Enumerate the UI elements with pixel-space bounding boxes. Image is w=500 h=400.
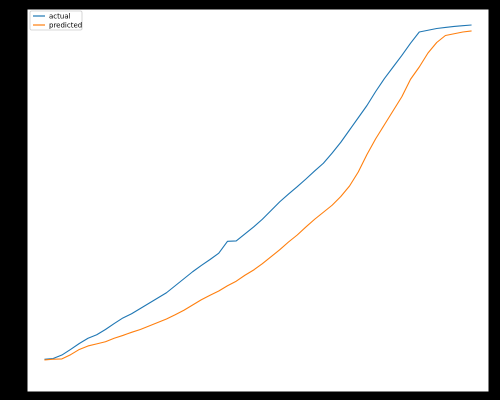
legend: actual predicted [29,10,83,31]
series-layer [44,24,472,361]
plot-area [26,8,490,393]
legend-label-actual: actual [49,13,71,21]
series-line-predicted [44,30,472,361]
series-line-actual [44,24,472,360]
legend-label-predicted: predicted [49,22,82,30]
